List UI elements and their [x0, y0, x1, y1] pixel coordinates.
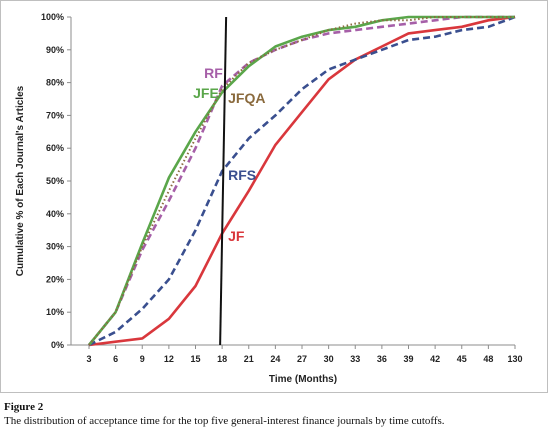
y-tick-label: 60%	[46, 143, 64, 153]
x-tick-label: 6	[113, 354, 118, 364]
series-line-rfs	[88, 15, 516, 347]
series-line-jfe	[87, 15, 515, 346]
y-tick-label: 90%	[46, 45, 64, 55]
y-tick-label: 30%	[46, 242, 64, 252]
series-line-jf	[88, 15, 516, 347]
x-tick-label: 30	[324, 354, 334, 364]
y-tick-label: 80%	[46, 78, 64, 88]
y-axis-title-group: Cumulative % of Each Journal's Articles	[15, 85, 26, 276]
tick-labels: 0%10%20%30%40%50%60%70%80%90%100%3 6 9 12 15…	[41, 12, 523, 364]
x-tick-label: 39	[403, 354, 413, 364]
y-tick-label: 100%	[41, 12, 64, 22]
x-tick-label: 18	[217, 354, 227, 364]
chart-frame: Cumulative % of Each Journal's Articles …	[0, 0, 548, 393]
x-tick-label: 33	[350, 354, 360, 364]
x-tick-label: 9	[140, 354, 145, 364]
y-tick-label: 10%	[46, 307, 64, 317]
x-tick-label: 15	[190, 354, 200, 364]
y-tick-label: 70%	[46, 110, 64, 120]
x-tick-label: 24	[270, 354, 280, 364]
vertical-cutoff-marker	[219, 16, 228, 346]
x-tick-label: 48	[483, 354, 493, 364]
x-tick-label: 130	[507, 354, 522, 364]
y-tick-label: 20%	[46, 274, 64, 284]
series-label-jfqa: JFQA	[228, 90, 265, 106]
figure-caption: Figure 2 The distribution of acceptance …	[4, 400, 548, 428]
series-label-jf: JF	[228, 228, 245, 244]
x-tick-label: 45	[457, 354, 467, 364]
y-axis-title: Cumulative % of Each Journal's Articles	[15, 85, 26, 276]
caption-figure-number: Figure 2	[4, 401, 44, 413]
series-label-rfs: RFS	[228, 167, 256, 183]
x-tick-label: 21	[244, 354, 254, 364]
y-tick-label: 40%	[46, 209, 64, 219]
series-lines	[87, 15, 516, 347]
series-label-jfe: JFE	[193, 85, 219, 101]
x-tick-label: 27	[297, 354, 307, 364]
axes	[67, 16, 516, 349]
x-tick-label: 3	[86, 354, 91, 364]
y-tick-label: 0%	[51, 340, 64, 350]
series-labels: JF RFS RF JFE JFQA	[193, 65, 265, 244]
x-tick-label: 42	[430, 354, 440, 364]
y-tick-label: 50%	[46, 176, 64, 186]
caption-text: The distribution of acceptance time for …	[4, 415, 445, 427]
line-chart: Cumulative % of Each Journal's Articles …	[15, 12, 523, 385]
series-label-rf: RF	[204, 65, 223, 81]
x-tick-label: 36	[377, 354, 387, 364]
series-line-jfqa	[88, 16, 515, 346]
x-axis-title: Time (Months)	[269, 374, 337, 385]
x-tick-label: 12	[164, 354, 174, 364]
